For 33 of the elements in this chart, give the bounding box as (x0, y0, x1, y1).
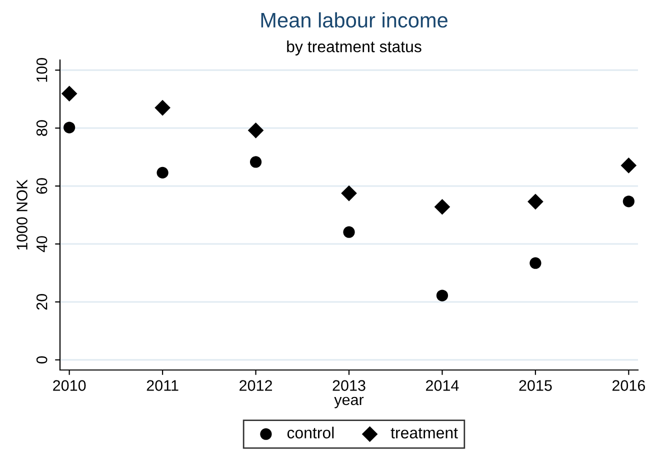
x-tick-label: 2016 (612, 380, 645, 391)
point (156, 166, 168, 179)
point (341, 185, 357, 202)
x-tick-label: 2015 (519, 380, 552, 391)
point (61, 86, 78, 102)
point (528, 194, 544, 210)
point (64, 122, 76, 134)
point (250, 156, 262, 168)
legend-label: control (287, 426, 334, 438)
y-tick-label: 40 (36, 236, 48, 252)
point (620, 158, 637, 174)
point (436, 290, 448, 302)
y-tick-label: 0 (36, 356, 48, 364)
point (622, 196, 634, 208)
point (434, 198, 450, 215)
chart-subtitle: by treatment status (287, 40, 422, 56)
y-tick-label: 60 (36, 178, 48, 194)
chart-title: Mean labour income (261, 12, 448, 28)
point (343, 226, 355, 238)
point (154, 100, 170, 116)
y-tick-label: 100 (36, 58, 48, 82)
x-tick-label: 2013 (332, 380, 366, 391)
y-axis-title: 1000 NOK (16, 180, 28, 250)
x-tick-label: 2010 (53, 380, 86, 391)
x-tick-label: 2014 (426, 380, 459, 391)
x-axis-title: year (334, 396, 364, 408)
x-tick-label: 2011 (146, 380, 178, 391)
y-tick-label: 20 (36, 294, 48, 310)
y-tick-label: 80 (36, 120, 48, 136)
point (530, 257, 542, 269)
x-tick-label: 2012 (240, 380, 272, 391)
legend-label: treatment (390, 428, 458, 438)
point (248, 122, 264, 138)
